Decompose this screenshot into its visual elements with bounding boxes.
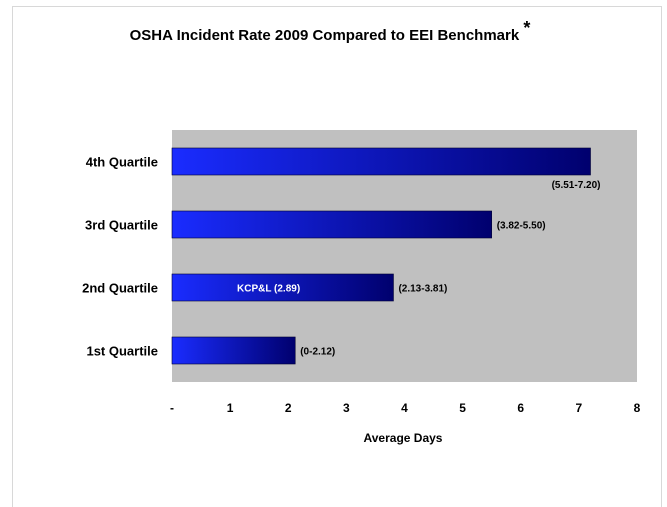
kcpl-annotation: KCP&L (2.89) (237, 284, 300, 295)
data-label: (3.82-5.50) (497, 221, 546, 232)
data-label: (2.13-3.81) (398, 284, 447, 295)
x-tick-label: 5 (459, 401, 466, 415)
category-label: 1st Quartile (86, 344, 158, 359)
x-tick-label: 2 (285, 401, 292, 415)
category-label: 2nd Quartile (82, 281, 158, 296)
x-tick-label: 4 (401, 401, 408, 415)
data-label: (0-2.12) (300, 347, 335, 358)
x-tick-label: - (170, 401, 174, 415)
x-tick-label: 6 (517, 401, 524, 415)
x-tick-label: 8 (634, 401, 641, 415)
data-label: (5.51-7.20) (552, 180, 601, 191)
x-tick-label: 1 (227, 401, 234, 415)
chart-title-mark: * (523, 18, 530, 38)
bar-1 (171, 147, 591, 176)
category-label: 4th Quartile (86, 155, 158, 170)
bar-4 (171, 336, 296, 365)
chart-title-text: OSHA Incident Rate 2009 Compared to EEI … (130, 27, 520, 44)
bar-2 (171, 210, 492, 239)
chart-title: OSHA Incident Rate 2009 Compared to EEI … (130, 18, 531, 44)
x-axis-label: Average Days (364, 431, 443, 445)
x-tick-label: 7 (576, 401, 583, 415)
category-label: 3rd Quartile (85, 218, 158, 233)
bar-3 (171, 273, 394, 302)
x-tick-label: 3 (343, 401, 350, 415)
